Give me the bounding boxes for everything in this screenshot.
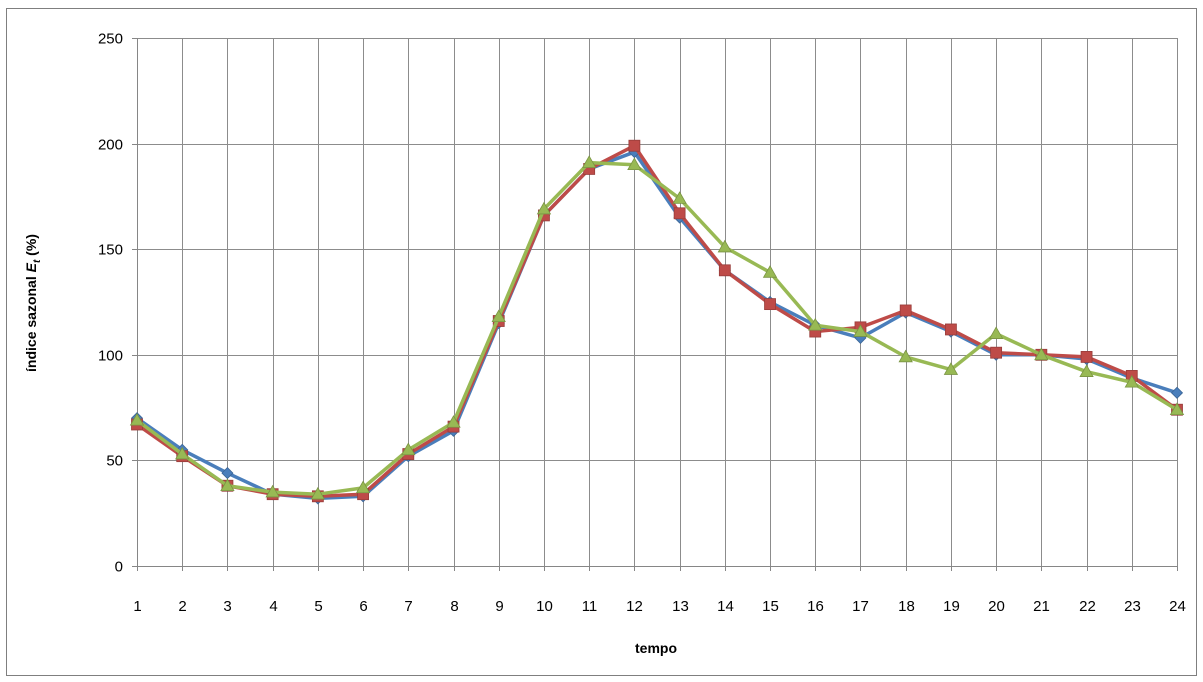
- series-3-line: [135, 160, 1179, 496]
- y-axis-title-suffix: (%): [23, 234, 39, 260]
- axes: [132, 38, 1178, 571]
- series-3-point: [355, 480, 371, 494]
- x-tick-label: 22: [1079, 598, 1096, 615]
- y-tick-label: 100: [98, 348, 123, 365]
- y-axis-title-symbol: E: [23, 262, 39, 272]
- series-2-point: [764, 298, 776, 311]
- series-3-point: [401, 442, 416, 456]
- x-tick-label: 21: [1033, 598, 1050, 615]
- series-2-point: [718, 264, 731, 277]
- y-axis-title-subscript: t: [32, 259, 43, 263]
- y-tick-label: 0: [115, 559, 123, 576]
- y-tick-label: 200: [98, 137, 123, 154]
- series-3-point: [988, 326, 1004, 339]
- y-tick-label: 150: [98, 242, 123, 259]
- series-3-point: [581, 155, 597, 168]
- series-2-point: [628, 139, 641, 152]
- series-3-point: [1079, 364, 1094, 377]
- y-axis-title: índice sazonal Et (%): [23, 234, 43, 372]
- x-tick-label: 19: [943, 598, 960, 615]
- x-tick-label: 1: [133, 598, 141, 615]
- series-3-point: [853, 324, 868, 337]
- x-tick-label: 11: [582, 598, 598, 615]
- series-3-point: [1034, 347, 1049, 361]
- series-3-point: [310, 486, 326, 500]
- series-2-point: [945, 323, 957, 336]
- series-2-point: [673, 207, 686, 220]
- series-3-point: [265, 484, 280, 498]
- series-3-point: [627, 157, 642, 171]
- x-tick-label: 7: [404, 598, 412, 615]
- x-tick-label: 17: [852, 598, 869, 615]
- series-2-point: [899, 304, 912, 317]
- y-tick-label: 250: [98, 31, 123, 48]
- x-tick-label: 9: [495, 598, 503, 615]
- y-axis-title-prefix: índice sazonal: [23, 272, 39, 372]
- x-axis-title: tempo: [635, 640, 677, 656]
- x-tick-label: 13: [672, 598, 689, 615]
- x-tick-label: 24: [1169, 598, 1186, 615]
- x-tick-label: 12: [626, 598, 643, 615]
- series-1-point: [1170, 386, 1184, 399]
- series-1-line: [135, 150, 1179, 501]
- series-3-point: [672, 191, 687, 204]
- x-tick-label: 6: [359, 598, 367, 615]
- x-tick-label: 2: [178, 598, 186, 615]
- data-series: [129, 139, 1185, 505]
- x-tick-label: 10: [536, 598, 553, 615]
- x-tick-label: 16: [807, 598, 824, 615]
- series-3-point: [808, 317, 823, 331]
- series-3-point: [491, 309, 506, 323]
- x-tick-label: 5: [314, 598, 322, 615]
- series-3-point: [1169, 402, 1185, 415]
- series-2-point: [1080, 351, 1093, 363]
- series-3-point: [129, 412, 145, 426]
- series-3-point: [717, 239, 733, 253]
- series-3: [129, 155, 1185, 500]
- x-tick-label: 8: [450, 598, 458, 615]
- series-3-point: [943, 362, 959, 375]
- x-tick-label: 3: [223, 598, 231, 615]
- x-tick-label: 15: [762, 598, 779, 615]
- series-3-point: [762, 265, 778, 278]
- x-tick-label: 18: [898, 598, 915, 615]
- x-tick-label: 4: [269, 598, 277, 615]
- x-tick-label: 14: [717, 598, 734, 615]
- series-3-point: [898, 349, 913, 363]
- chart-frame: [6, 8, 1197, 676]
- series-3-point: [536, 201, 552, 215]
- series-3-point: [1124, 374, 1139, 388]
- x-tick-label: 20: [988, 598, 1005, 615]
- x-tick-label: 23: [1124, 598, 1141, 615]
- series-3-point: [446, 415, 461, 428]
- y-tick-label: 50: [106, 453, 123, 470]
- series-3-point: [220, 478, 235, 492]
- series-3-point: [175, 446, 190, 460]
- series-2-point: [990, 346, 1003, 359]
